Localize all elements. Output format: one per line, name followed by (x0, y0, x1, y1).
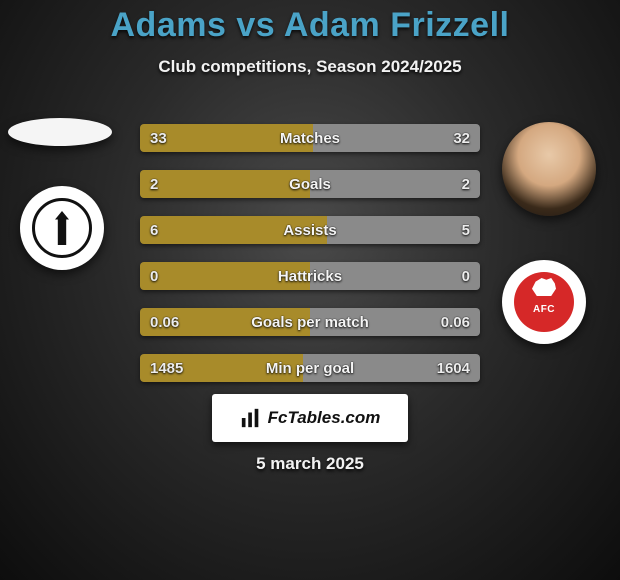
player-avatar-left (8, 118, 112, 146)
stat-value-left: 0 (150, 268, 158, 285)
subtitle: Club competitions, Season 2024/2025 (0, 57, 620, 77)
left-player-column (8, 118, 112, 270)
stat-label: Min per goal (183, 360, 436, 377)
branding-text: FcTables.com (268, 408, 381, 428)
afc-crest-icon: AFC (514, 272, 574, 332)
stat-value-right: 5 (462, 222, 470, 239)
stat-value-left: 1485 (150, 360, 183, 377)
stat-value-left: 6 (150, 222, 158, 239)
stats-container: 33Matches32 2Goals2 6Assists5 0Hattricks0 0.… (140, 124, 480, 382)
stat-value-right: 0 (462, 268, 470, 285)
content: Adams vs Adam Frizzell Club competitions… (0, 0, 620, 580)
stat-label: Matches (167, 130, 454, 147)
stat-row: 33Matches32 (140, 124, 480, 152)
club-badge-right: AFC (502, 260, 586, 344)
stat-value-right: 1604 (437, 360, 470, 377)
stat-row: 6Assists5 (140, 216, 480, 244)
player-avatar-right (502, 122, 596, 216)
stat-row: 1485Min per goal1604 (140, 354, 480, 382)
stat-value-left: 33 (150, 130, 167, 147)
stat-label: Hattricks (158, 268, 461, 285)
chart-icon (240, 407, 262, 429)
stat-value-right: 2 (462, 176, 470, 193)
page-title: Adams vs Adam Frizzell (0, 6, 620, 45)
stat-label: Goals per match (179, 314, 441, 331)
stat-row: 2Goals2 (140, 170, 480, 198)
stat-value-left: 0.06 (150, 314, 179, 331)
afc-crest-label: AFC (533, 304, 555, 315)
stat-label: Assists (158, 222, 461, 239)
falkirk-crest-icon (32, 198, 92, 258)
stat-row: 0.06Goals per match0.06 (140, 308, 480, 336)
stat-value-right: 32 (453, 130, 470, 147)
stat-value-right: 0.06 (441, 314, 470, 331)
club-badge-left (20, 186, 104, 270)
branding-badge: FcTables.com (212, 394, 408, 442)
stat-label: Goals (158, 176, 461, 193)
right-player-column: AFC (502, 122, 596, 344)
stat-row: 0Hattricks0 (140, 262, 480, 290)
date-label: 5 march 2025 (0, 454, 620, 474)
stat-value-left: 2 (150, 176, 158, 193)
